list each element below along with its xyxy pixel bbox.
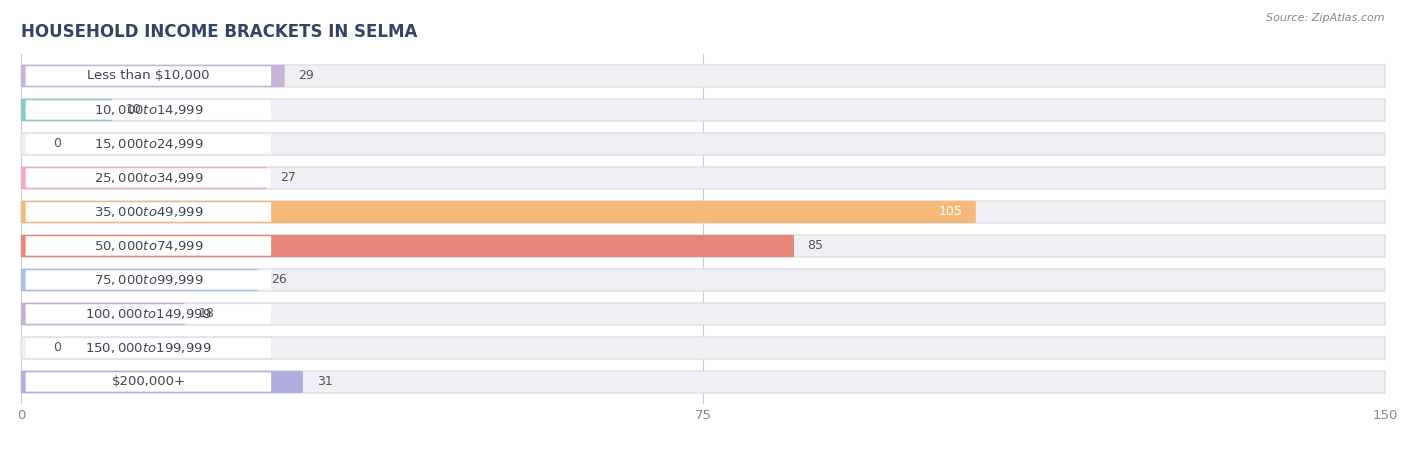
FancyBboxPatch shape (21, 371, 302, 393)
FancyBboxPatch shape (21, 99, 1385, 121)
Text: $200,000+: $200,000+ (111, 375, 186, 388)
FancyBboxPatch shape (21, 201, 1385, 223)
FancyBboxPatch shape (21, 167, 267, 189)
Text: Source: ZipAtlas.com: Source: ZipAtlas.com (1267, 13, 1385, 23)
FancyBboxPatch shape (25, 168, 271, 188)
Text: $75,000 to $99,999: $75,000 to $99,999 (94, 273, 204, 287)
Text: Less than $10,000: Less than $10,000 (87, 70, 209, 83)
Text: 85: 85 (807, 239, 824, 252)
Text: HOUSEHOLD INCOME BRACKETS IN SELMA: HOUSEHOLD INCOME BRACKETS IN SELMA (21, 23, 418, 41)
FancyBboxPatch shape (25, 202, 271, 222)
Text: $150,000 to $199,999: $150,000 to $199,999 (86, 341, 212, 355)
FancyBboxPatch shape (25, 100, 271, 120)
FancyBboxPatch shape (25, 66, 271, 86)
Text: $100,000 to $149,999: $100,000 to $149,999 (86, 307, 212, 321)
Text: $25,000 to $34,999: $25,000 to $34,999 (94, 171, 204, 185)
FancyBboxPatch shape (21, 371, 1385, 393)
FancyBboxPatch shape (21, 235, 1385, 257)
FancyBboxPatch shape (21, 133, 1385, 155)
Text: $10,000 to $14,999: $10,000 to $14,999 (94, 103, 204, 117)
Text: 27: 27 (280, 172, 297, 185)
Text: $35,000 to $49,999: $35,000 to $49,999 (94, 205, 204, 219)
Text: 10: 10 (125, 103, 142, 116)
Text: 18: 18 (198, 308, 214, 321)
Text: $50,000 to $74,999: $50,000 to $74,999 (94, 239, 204, 253)
FancyBboxPatch shape (21, 65, 1385, 87)
FancyBboxPatch shape (21, 303, 1385, 325)
Text: 31: 31 (316, 375, 332, 388)
FancyBboxPatch shape (21, 167, 1385, 189)
FancyBboxPatch shape (25, 338, 271, 358)
FancyBboxPatch shape (25, 270, 271, 290)
FancyBboxPatch shape (21, 269, 1385, 291)
Text: 0: 0 (53, 342, 60, 355)
Text: 29: 29 (298, 70, 314, 83)
FancyBboxPatch shape (25, 304, 271, 324)
FancyBboxPatch shape (21, 337, 1385, 359)
FancyBboxPatch shape (21, 99, 112, 121)
FancyBboxPatch shape (25, 134, 271, 154)
Text: 26: 26 (271, 273, 287, 286)
FancyBboxPatch shape (21, 269, 257, 291)
FancyBboxPatch shape (21, 235, 794, 257)
Text: 0: 0 (53, 137, 60, 150)
FancyBboxPatch shape (25, 236, 271, 255)
FancyBboxPatch shape (21, 65, 285, 87)
FancyBboxPatch shape (21, 303, 184, 325)
FancyBboxPatch shape (25, 372, 271, 392)
Text: $15,000 to $24,999: $15,000 to $24,999 (94, 137, 204, 151)
FancyBboxPatch shape (21, 201, 976, 223)
Text: 105: 105 (938, 206, 962, 219)
